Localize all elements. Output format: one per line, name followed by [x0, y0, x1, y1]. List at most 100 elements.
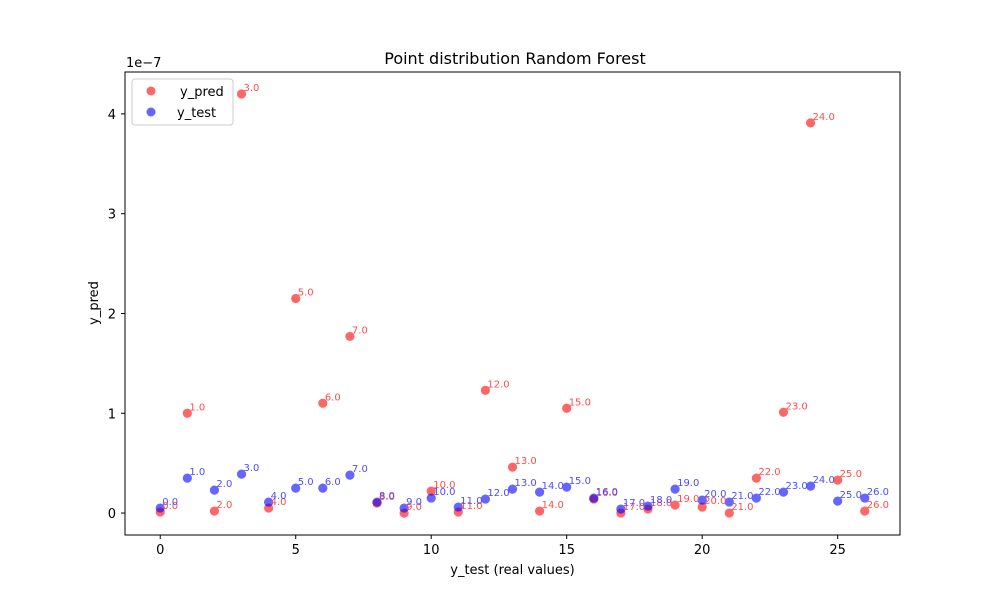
point-y-test: [697, 495, 707, 505]
point-y-pred: [236, 89, 247, 99]
point-y-pred: [670, 500, 680, 510]
point-annotation-y-pred: 16.0: [596, 488, 618, 499]
point-y-test: [345, 470, 355, 480]
point-annotation-y-test: 3.0: [244, 463, 260, 474]
point-annotation-y-test: 24.0: [813, 475, 835, 486]
point-annotation-y-pred: 14.0: [542, 500, 564, 511]
point-annotation-y-test: 5.0: [298, 477, 314, 488]
point-annotation-y-pred: 9.0: [406, 502, 422, 513]
point-annotation-y-pred: 18.0: [650, 498, 672, 509]
x-tick-label: 25: [829, 543, 846, 558]
point-annotation-y-pred: 12.0: [487, 379, 509, 390]
point-annotation-y-pred: 24.0: [813, 112, 835, 123]
point-y-test: [372, 497, 382, 507]
plot-frame: [124, 71, 901, 536]
x-tick-label: 0: [156, 543, 164, 558]
plot-marks: [155, 89, 870, 518]
point-y-pred: [724, 508, 734, 518]
point-annotation-y-pred: 8.0: [379, 492, 395, 503]
point-annotation-y-test: 0.0: [162, 497, 178, 508]
y-tick-label: 4: [108, 108, 116, 123]
point-y-test: [507, 484, 518, 494]
x-axis-ticks: 0 5 10 15 20 25: [156, 535, 846, 558]
point-y-test: [860, 493, 870, 503]
point-annotation-y-test: 7.0: [352, 464, 368, 475]
point-y-pred: [778, 407, 789, 417]
point-y-pred: [480, 385, 491, 395]
point-y-test: [562, 482, 572, 492]
point-y-pred: [534, 506, 545, 516]
point-annotation-y-test: 6.0: [325, 477, 341, 488]
point-annotation-y-pred: 3.0: [244, 83, 260, 94]
point-annotation-y-pred: 13.0: [515, 456, 537, 467]
point-annotation-y-pred: 15.0: [569, 397, 591, 408]
point-annotation-y-pred: 10.0: [433, 480, 455, 491]
point-y-pred: [318, 398, 328, 408]
point-annotation-y-test: 26.0: [867, 487, 889, 498]
point-annotation-y-test: 21.0: [731, 491, 753, 502]
point-annotation-y-pred: 0.0: [162, 501, 178, 512]
point-annotation-y-pred: 11.0: [460, 501, 482, 512]
point-y-test: [670, 484, 680, 494]
x-tick-label: 5: [292, 543, 300, 558]
x-tick-label: 20: [694, 543, 711, 558]
point-annotation-y-test: 10.0: [433, 487, 455, 498]
point-annotation-y-test: 15.0: [569, 476, 591, 487]
point-y-test: [182, 473, 192, 483]
point-annotation-y-test: 11.0: [460, 496, 482, 507]
point-y-test: [833, 496, 843, 506]
point-annotation-y-pred: 7.0: [352, 325, 368, 336]
point-annotation-y-test: 23.0: [785, 481, 807, 492]
legend-label-y-pred: y_pred: [180, 85, 224, 100]
point-annotation-y-test: 19.0: [677, 478, 699, 489]
point-annotation-y-pred: 20.0: [704, 496, 726, 507]
point-annotation-y-pred: 23.0: [785, 401, 807, 412]
point-y-test: [778, 487, 789, 497]
y-tick-label: 2: [108, 307, 116, 322]
point-y-pred: [697, 502, 707, 512]
point-y-test: [751, 493, 761, 503]
point-annotation-y-test: 1.0: [189, 467, 205, 478]
point-y-test: [724, 497, 734, 507]
point-annotation-y-test: 2.0: [216, 479, 232, 490]
point-y-test: [805, 481, 816, 491]
y-tick-label: 0: [108, 507, 116, 522]
y-tick-label: 3: [108, 208, 116, 223]
point-annotation-y-pred: 26.0: [867, 500, 889, 511]
point-y-pred: [507, 462, 518, 472]
point-annotation-y-pred: 5.0: [298, 288, 314, 299]
y-axis-label: y_pred: [87, 281, 102, 325]
point-y-test: [480, 494, 491, 504]
point-y-test: [399, 503, 409, 513]
point-annotation-y-pred: 2.0: [216, 500, 232, 511]
point-annotation-y-test: 20.0: [704, 489, 726, 500]
point-y-pred: [860, 506, 870, 516]
x-axis-label: y_test (real values): [450, 563, 574, 578]
point-annotation-y-test: 25.0: [840, 490, 862, 501]
point-annotation-y-pred: 17.0: [623, 502, 645, 513]
point-annotation-y-pred: 1.0: [189, 402, 205, 413]
legend: y_pred y_test: [131, 78, 234, 126]
point-annotation-y-pred: 19.0: [677, 494, 699, 505]
x-tick-label: 15: [558, 543, 575, 558]
point-y-test: [643, 501, 653, 511]
point-y-test: [616, 504, 626, 514]
point-annotation-y-pred: 22.0: [758, 467, 780, 478]
legend-box: [131, 78, 234, 126]
point-y-test: [155, 503, 165, 513]
point-annotation-y-test: 12.0: [487, 488, 509, 499]
legend-marker-y-test: [146, 107, 156, 117]
point-y-test: [426, 493, 436, 503]
point-y-pred: [426, 486, 436, 496]
point-annotation-y-pred: 25.0: [840, 469, 862, 480]
point-y-pred: [209, 506, 220, 516]
y-axis-offset-label: 1e−7: [126, 56, 161, 71]
point-annotation-y-pred: 4.0: [271, 497, 287, 508]
point-annotation-y-test: 8.0: [379, 491, 395, 502]
point-y-pred: [291, 293, 301, 304]
point-y-test: [534, 487, 545, 497]
point-y-test: [236, 469, 247, 479]
point-annotation-y-test: 14.0: [542, 481, 564, 492]
y-tick-label: 1: [108, 407, 116, 422]
